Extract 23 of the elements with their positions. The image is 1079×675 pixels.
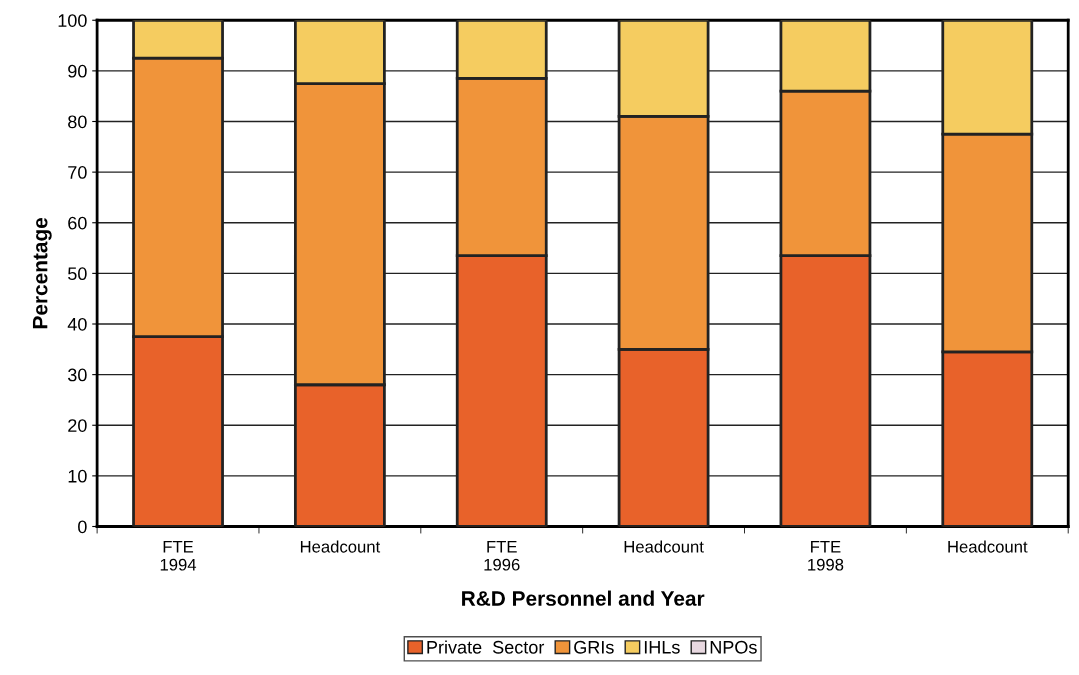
y-axis-title: Percentage — [32, 217, 52, 329]
y-tick-label: 30 — [67, 368, 87, 382]
y-tick-label: 40 — [67, 317, 87, 331]
legend-label: GRIs — [574, 640, 614, 654]
x-tick-label: FTE 1998 — [808, 541, 844, 571]
x-axis-title: R&D Personnel and Year — [462, 590, 705, 606]
legend-label: NPOs — [710, 640, 757, 654]
y-tick-label: 50 — [68, 267, 87, 281]
legend-label: IHLs — [644, 641, 680, 654]
y-tick-label: 20 — [68, 419, 87, 432]
x-tick-label: FTE 1994 — [160, 541, 197, 571]
x-tick-label: Headcount — [948, 540, 1028, 553]
y-tick-label: 100 — [58, 14, 87, 27]
x-tick-label: Headcount — [300, 540, 381, 553]
y-tick-label: 70 — [68, 166, 87, 179]
x-tick-label: FTE 1996 — [484, 541, 520, 571]
legend-label: Private Sector — [427, 640, 545, 654]
y-tick-label: 0 — [78, 520, 87, 534]
y-tick-label: 60 — [68, 216, 87, 230]
y-tick-label: 10 — [68, 469, 87, 483]
x-tick-label: Headcount — [624, 540, 704, 553]
y-tick-label: 90 — [68, 64, 87, 78]
y-tick-label: 80 — [68, 115, 87, 129]
